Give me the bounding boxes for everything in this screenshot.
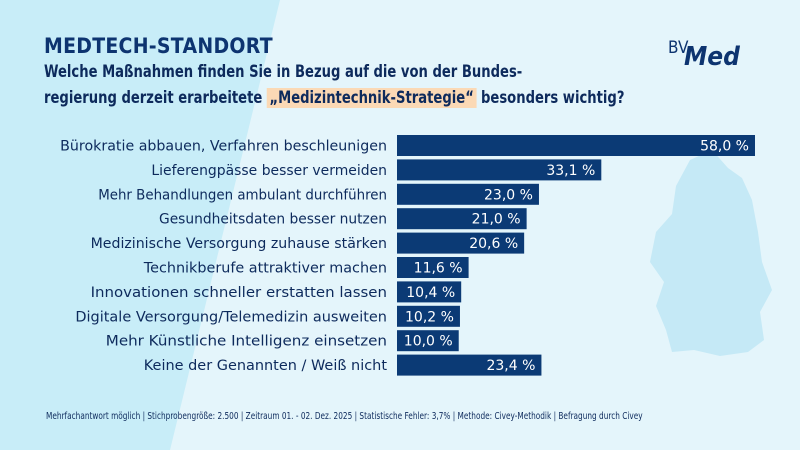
category-label: Innovationen schneller erstatten lassen [91,285,387,301]
value-label: 10,2 % [405,309,454,325]
bar [397,305,460,327]
subtitle-text: regierung derzeit erarbeitete [44,88,267,108]
value-label: 21,0 % [472,212,521,228]
bar [397,354,542,376]
value-label: 23,0 % [484,187,533,203]
category-label: Mehr Künstliche Intelligenz einsetzen [106,334,387,350]
category-label: Medizinische Versorgung zuhause stärken [91,236,387,252]
value-label: 58,0 % [700,139,749,155]
bar [397,257,469,278]
value-label: 10,0 % [404,334,453,350]
chart-subtitle-line2: regierung derzeit erarbeitete „Medizinte… [44,88,624,108]
category-label: Digitale Versorgung/Telemedizin ausweite… [75,309,387,325]
germany-map [650,150,772,356]
category-label: Lieferengpässe besser vermeiden [151,163,387,179]
background-stripe [0,0,280,450]
bar [397,232,525,254]
bar [397,330,459,352]
category-label: Technikberufe attraktiver machen [143,261,387,277]
value-label: 33,1 % [546,163,595,179]
bar [397,281,462,303]
category-label: Keine der Genannten / Weiß nicht [144,358,388,374]
bar [397,135,755,156]
value-label: 10,4 % [406,285,455,301]
subtitle-text: besonders wichtig? [476,88,625,108]
category-label: Gesundheitsdaten besser nutzen [159,212,387,228]
category-label: Bürokratie abbauen, Verfahren beschleuni… [60,139,387,155]
bar [397,208,527,230]
footer-note: Mehrfachantwort möglich | Stichprobengrö… [46,411,643,422]
bar [397,159,602,181]
value-label: 23,4 % [486,358,535,374]
value-label: 20,6 % [469,236,518,252]
bar [397,183,539,205]
subtitle-highlight: „Medizintechnik-Strategie“ [266,88,477,108]
chart-title: MEDTECH-STANDORT [44,34,273,58]
category-label: Mehr Behandlungen ambulant durchführen [98,187,387,203]
value-label: 11,6 % [414,261,463,277]
chart-subtitle-line1: Welche Maßnahmen finden Sie in Bezug auf… [44,62,523,82]
